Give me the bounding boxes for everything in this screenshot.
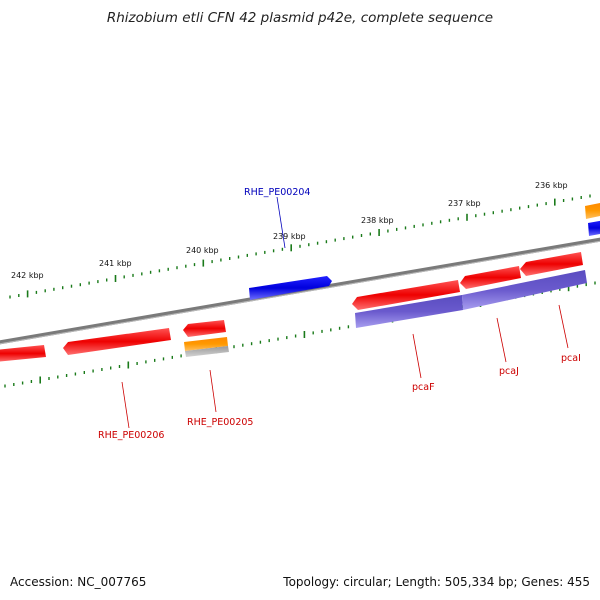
- scale-label-236kbp: 236 kbp: [535, 181, 568, 190]
- accession-text: Accession: NC_007765: [10, 575, 147, 589]
- gene-pcaJ[interactable]: [460, 266, 521, 289]
- scale-label-239kbp: 239 kbp: [273, 232, 306, 241]
- gene-blue-far-right[interactable]: [588, 220, 600, 236]
- label-pcaF[interactable]: pcaF: [412, 382, 435, 393]
- gene-orange-far-right[interactable]: [585, 202, 600, 219]
- plasmid-backbone: [0, 237, 600, 345]
- gene-pcaI[interactable]: [520, 252, 583, 276]
- gene-pcaF-purple[interactable]: [355, 295, 463, 328]
- gene-pcaIJ-purple[interactable]: [462, 270, 587, 310]
- gene-red-left-edge[interactable]: [0, 345, 46, 362]
- gene-pcaF[interactable]: [352, 280, 460, 310]
- gene-RHE_PE00205[interactable]: [183, 320, 226, 337]
- label-RHE_PE00204[interactable]: RHE_PE00204: [244, 187, 310, 198]
- summary-text: Topology: circular; Length: 505,334 bp; …: [283, 575, 590, 589]
- scale-label-240kbp: 240 kbp: [186, 246, 219, 255]
- gene-RHE_PE00204[interactable]: [249, 276, 332, 300]
- label-RHE_PE00206[interactable]: RHE_PE00206: [98, 430, 164, 441]
- gene-gray-small[interactable]: [185, 346, 229, 357]
- gene-orange-small[interactable]: [184, 337, 228, 351]
- scale-label-238kbp: 238 kbp: [361, 216, 394, 225]
- outer-tick-track: [9, 194, 591, 299]
- scale-label-242kbp: 242 kbp: [11, 271, 44, 280]
- map-title: Rhizobium etli CFN 42 plasmid p42e, comp…: [106, 10, 494, 26]
- label-pcaI[interactable]: pcaI: [561, 353, 581, 364]
- label-pcaJ[interactable]: pcaJ: [499, 366, 519, 377]
- scale-label-237kbp: 237 kbp: [448, 199, 481, 208]
- label-RHE_PE00205[interactable]: RHE_PE00205: [187, 417, 253, 428]
- scale-label-241kbp: 241 kbp: [99, 259, 132, 268]
- gene-RHE_PE00206[interactable]: [63, 328, 171, 355]
